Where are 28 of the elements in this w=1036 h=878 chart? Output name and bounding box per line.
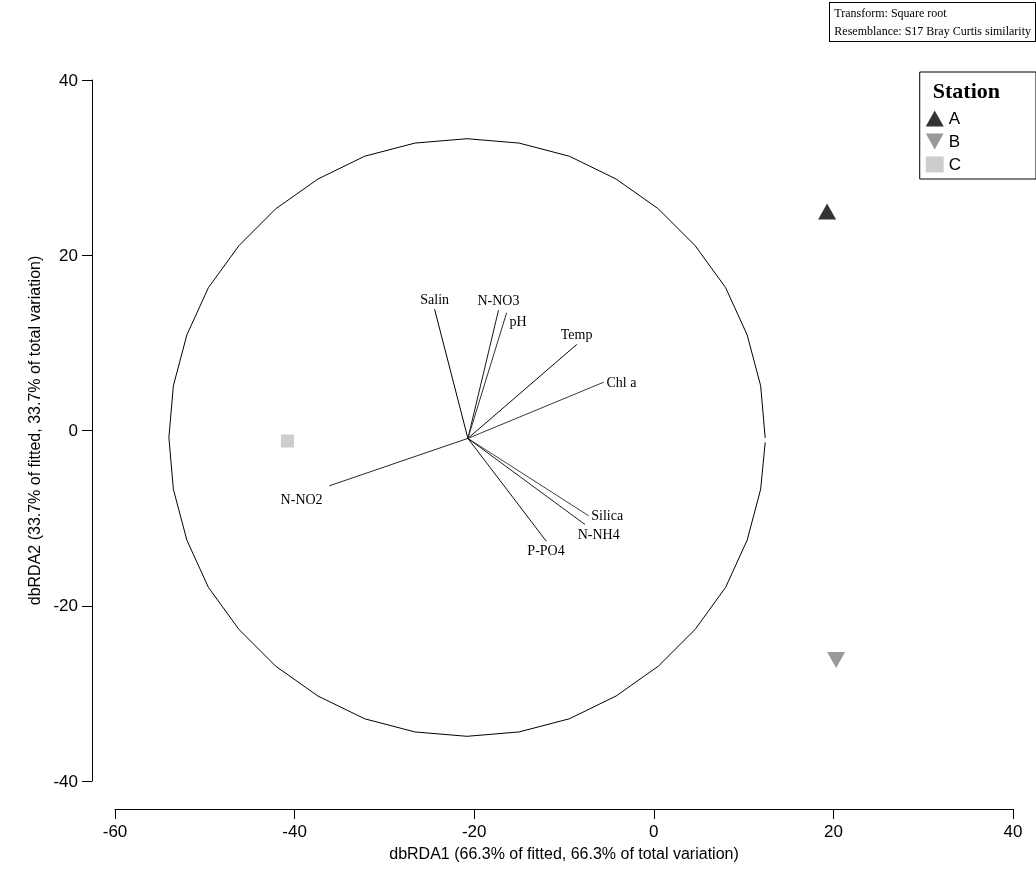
- text: Transform: Square root: [834, 5, 948, 22]
- series-label: pH: [509, 313, 527, 329]
- series-label: N-NO3: [477, 292, 520, 308]
- y-tick-label: -40: [53, 771, 78, 791]
- series-label: Salin: [420, 292, 450, 308]
- text: Resemblance: S17 Bray Curtis similarity: [834, 23, 1031, 40]
- x-tick-label: 40: [1003, 822, 1023, 841]
- y-tick-label: 0: [68, 421, 78, 440]
- x-tick-label: 20: [823, 822, 843, 841]
- y-tick-label: 40: [59, 70, 78, 90]
- legend-label: B: [948, 132, 961, 151]
- series-label: P-PO4: [527, 543, 565, 559]
- y-axis-title: dbRDA2 (33.7% of fitted, 33.7% of total variation): [25, 255, 43, 606]
- series-label: N-NH4: [577, 526, 620, 542]
- x-axis-title: dbRDA1 (66.3% of fitted, 66.3% of total variation): [389, 844, 739, 862]
- series-label: Chl a: [606, 374, 638, 390]
- series-label: N-NO2: [280, 492, 323, 508]
- legend-label: A: [948, 109, 961, 128]
- x-tick-label: -20: [461, 822, 487, 841]
- x-tick-label: -40: [282, 822, 307, 841]
- y-tick-label: -20: [53, 596, 78, 616]
- x-tick-label: -60: [102, 822, 128, 841]
- legend-title: Station: [932, 77, 1001, 103]
- series-label: Temp: [560, 327, 593, 343]
- series-label: Silica: [591, 508, 624, 523]
- x-tick-label: 0: [649, 822, 659, 841]
- legend-label: C: [948, 155, 961, 174]
- y-tick-label: 20: [59, 245, 78, 265]
